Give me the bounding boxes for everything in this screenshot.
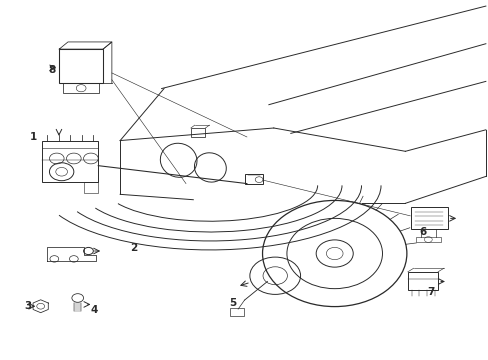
Text: 6: 6: [418, 227, 426, 237]
Text: 1: 1: [30, 132, 38, 142]
Text: 2: 2: [130, 243, 137, 253]
Polygon shape: [33, 300, 48, 313]
Text: 3: 3: [24, 301, 31, 311]
Text: 7: 7: [427, 287, 434, 297]
Text: 4: 4: [91, 305, 98, 315]
Text: 8: 8: [48, 64, 56, 75]
Polygon shape: [47, 247, 96, 261]
Text: 5: 5: [228, 298, 236, 308]
